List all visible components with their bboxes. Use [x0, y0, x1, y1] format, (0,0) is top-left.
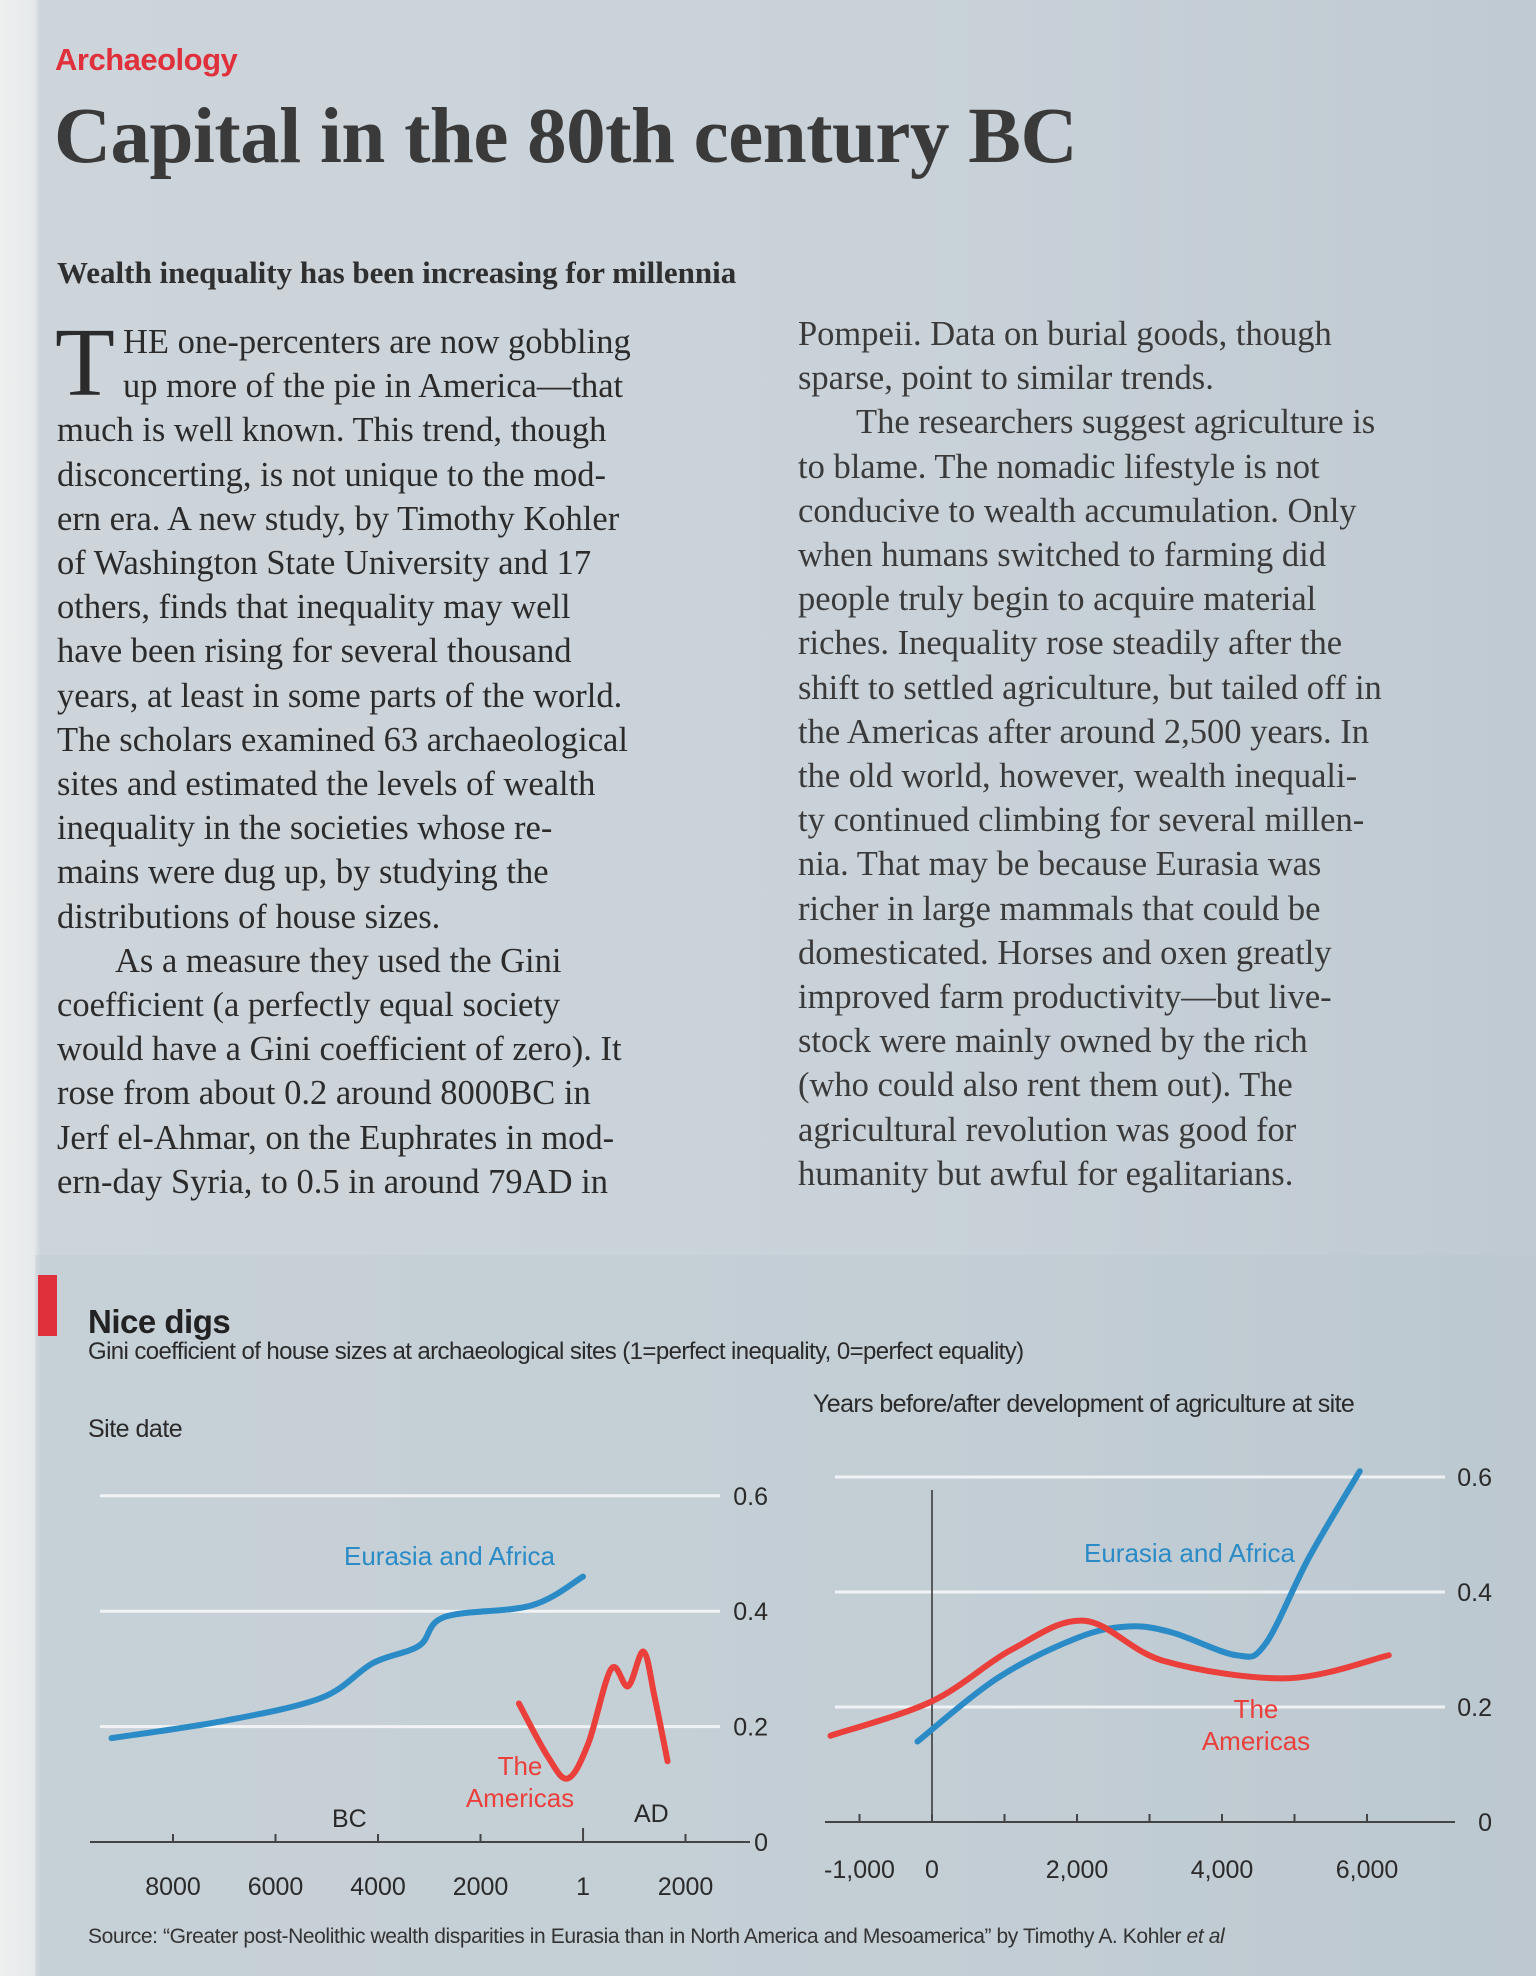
- x-tick-label: 6,000: [1336, 1856, 1399, 1884]
- series-label: Americas: [1202, 1726, 1310, 1756]
- x-tick-label: 2000: [658, 1873, 714, 1901]
- right-chart-xlabel: Years before/after development of agricu…: [813, 1390, 1355, 1418]
- article-line: would have a Gini coefficient of zero). …: [57, 1030, 622, 1069]
- article-line: improved farm productivity—but live-: [798, 978, 1332, 1017]
- article-line: humanity but awful for egalitarians.: [798, 1154, 1294, 1193]
- era-label: BC: [332, 1805, 367, 1833]
- article-line: years, at least in some parts of the wor…: [57, 676, 623, 715]
- article-line: ern era. A new study, by Timothy Kohler: [57, 499, 620, 538]
- article-line: agricultural revolution was good for: [798, 1110, 1297, 1149]
- article-line: Jerf el-Ahmar, on the Euphrates in mod-: [57, 1118, 615, 1157]
- x-tick-label: 4000: [350, 1873, 406, 1901]
- article-line: The scholars examined 63 archaeological: [57, 720, 628, 759]
- source-text: Source: “Greater post-Neolithic wealth d…: [88, 1925, 1187, 1948]
- article-line: Pompeii. Data on burial goods, though: [798, 315, 1332, 353]
- source-et-al: et al: [1186, 1925, 1225, 1948]
- article-line: sparse, point to similar trends.: [798, 359, 1214, 398]
- series-label: Eurasia and Africa: [344, 1541, 556, 1571]
- x-tick-label: 1: [576, 1873, 590, 1901]
- article-title: Capital in the 80th century BC: [54, 93, 1078, 180]
- article-standfirst: Wealth inequality has been increasing fo…: [57, 255, 737, 290]
- era-label: AD: [634, 1800, 669, 1828]
- y-tick-label: 0: [754, 1829, 768, 1857]
- article-line: to blame. The nomadic lifestyle is not: [798, 447, 1320, 486]
- chart-title: Nice digs: [88, 1303, 231, 1340]
- article-line: mains were dug up, by studying the: [57, 853, 549, 892]
- y-tick-label: 0.6: [1457, 1464, 1492, 1492]
- x-tick-label: 4,000: [1191, 1856, 1254, 1884]
- article-line: HE one-percenters are now gobbling: [123, 323, 631, 361]
- article-line: distributions of house sizes.: [57, 897, 441, 936]
- chart-panel: [35, 1255, 1536, 1976]
- article-line: conducive to wealth accumulation. Only: [798, 491, 1357, 530]
- series-label: The: [1234, 1694, 1279, 1724]
- article-line: riches. Inequality rose steadily after t…: [798, 624, 1343, 663]
- x-tick-label: 0: [925, 1856, 939, 1884]
- series-line: [827, 1617, 1392, 1739]
- article-line: The researchers suggest agriculture is: [856, 403, 1376, 442]
- chart-subtitle: Gini coefficient of house sizes at archa…: [88, 1338, 1024, 1365]
- article-line: people truly begin to acquire material: [798, 580, 1317, 619]
- y-tick-label: 0.6: [733, 1483, 768, 1511]
- article-line: disconcerting, is not unique to the mod-: [57, 455, 607, 494]
- y-tick-label: 0.4: [733, 1598, 768, 1626]
- y-tick-label: 0.2: [1457, 1694, 1492, 1722]
- article-line: of Washington State University and 17: [57, 544, 592, 583]
- x-tick-label: 2,000: [1046, 1856, 1109, 1884]
- article-line: when humans switched to farming did: [798, 536, 1326, 575]
- y-tick-label: 0: [1478, 1809, 1492, 1837]
- series-label: Americas: [466, 1783, 574, 1813]
- article-line: nia. That may be because Eurasia was: [798, 845, 1322, 884]
- series-label: Eurasia and Africa: [1084, 1538, 1296, 1568]
- series-label: The: [498, 1751, 543, 1781]
- article-line: up more of the pie in America—that: [123, 367, 624, 406]
- x-tick-label: -1,000: [824, 1856, 895, 1884]
- section-label: Archaeology: [55, 42, 238, 77]
- article-column-right: Pompeii. Data on burial goods, though spa…: [798, 312, 1382, 1196]
- left-chart-xlabel: Site date: [88, 1415, 183, 1443]
- article-line: much is well known. This trend, though: [57, 411, 607, 450]
- article-line: sites and estimated the levels of wealth: [57, 765, 596, 804]
- article-line: ty continued climbing for several millen…: [798, 801, 1365, 840]
- y-tick-label: 0.2: [733, 1714, 768, 1742]
- article-line: the old world, however, wealth inequali-: [798, 757, 1358, 796]
- article-line: others, finds that inequality may well: [57, 588, 571, 627]
- chart-accent-bar: [38, 1275, 57, 1336]
- x-tick-label: 6000: [248, 1873, 304, 1901]
- article-line: rose from about 0.2 around 8000BC in: [57, 1074, 591, 1113]
- article-line: (who could also rent them out). The: [798, 1066, 1293, 1105]
- series-line: [515, 1648, 671, 1782]
- article-line: richer in large mammals that could be: [798, 889, 1321, 928]
- article-line: coefficient (a perfectly equal society: [57, 986, 561, 1025]
- article-line: have been rising for several thousand: [57, 632, 572, 671]
- article-line: inequality in the societies whose re-: [57, 809, 553, 848]
- x-tick-label: 8000: [145, 1873, 201, 1901]
- article-line: domesticated. Horses and oxen greatly: [798, 933, 1332, 972]
- drop-cap: T: [55, 309, 115, 417]
- y-tick-label: 0.4: [1457, 1579, 1492, 1607]
- article-line: ern-day Syria, to 0.5 in around 79AD in: [57, 1162, 608, 1201]
- article-line: shift to settled agriculture, but tailed…: [798, 668, 1382, 707]
- article-line: stock were mainly owned by the rich: [798, 1022, 1308, 1061]
- series-line: [914, 1468, 1363, 1745]
- article-line: As a measure they used the Gini: [115, 941, 562, 980]
- series-line: [108, 1573, 586, 1742]
- article-column-left: HE one-percenters are now gobbling up mor…: [57, 320, 631, 1204]
- article-line: the Americas after around 2,500 years. I…: [798, 712, 1369, 751]
- x-tick-label: 2000: [453, 1873, 509, 1901]
- chart-source: Source: “Greater post-Neolithic wealth d…: [88, 1925, 1225, 1949]
